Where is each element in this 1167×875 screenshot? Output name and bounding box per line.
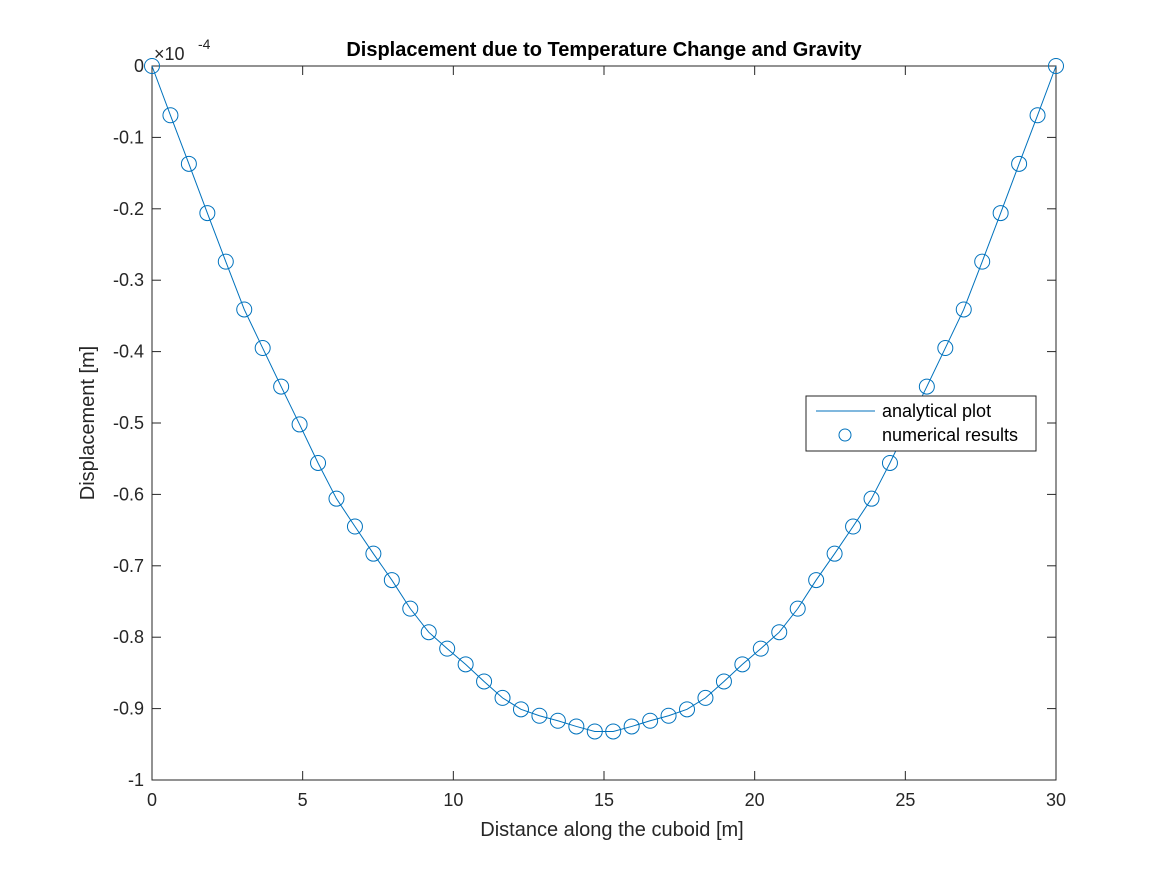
x-tick-label: 5 <box>298 790 308 810</box>
numerical-point <box>826 545 843 562</box>
numerical-point <box>715 673 732 690</box>
numerical-point <box>918 378 935 395</box>
numerical-point <box>439 640 456 657</box>
numerical-point <box>162 107 179 124</box>
y-tick-label: -0.1 <box>113 127 144 147</box>
x-tick-label: 0 <box>147 790 157 810</box>
numerical-point <box>531 707 548 724</box>
numerical-point <box>365 545 382 562</box>
numerical-point <box>974 253 991 270</box>
numerical-point <box>383 572 400 589</box>
x-tick-label: 10 <box>443 790 463 810</box>
numerical-point <box>549 712 566 729</box>
numerical-point <box>992 205 1009 222</box>
numerical-point <box>771 624 788 641</box>
y-tick-label: -0.8 <box>113 627 144 647</box>
numerical-point <box>568 718 585 735</box>
numerical-point <box>586 723 603 740</box>
y-tick-label: 0 <box>134 56 144 76</box>
numerical-point <box>328 490 345 507</box>
y-tick-label: -0.3 <box>113 270 144 290</box>
numerical-point <box>494 689 511 706</box>
numerical-point <box>881 454 898 471</box>
numerical-point <box>199 205 216 222</box>
numerical-point <box>1011 155 1028 172</box>
y-tick-label: -0.7 <box>113 556 144 576</box>
numerical-point <box>254 340 271 357</box>
tick-labels: 0 5 10 15 20 25 30 0 -0.1 -0.2 -0.3 -0.4 -0.5 -0.6 -0.… <box>113 56 1066 810</box>
numerical-point <box>236 301 253 318</box>
numerical-point <box>937 340 954 357</box>
numerical-point <box>679 701 696 718</box>
x-axis-label: Distance along the cuboid [m] <box>480 819 744 841</box>
x-tick-label: 25 <box>895 790 915 810</box>
x-tick-label: 15 <box>594 790 614 810</box>
y-exponent: ×10 -4 <box>154 36 211 64</box>
legend-label-analytical: analytical plot <box>882 401 991 421</box>
y-axis-label: Displacement [m] <box>77 346 99 501</box>
legend-box <box>805 395 1037 452</box>
numerical-point <box>605 723 622 740</box>
numerical-point <box>955 301 972 318</box>
y-tick-label: -0.9 <box>113 699 144 719</box>
numerical-point <box>1048 58 1064 74</box>
y-tick-label: -0.2 <box>113 199 144 219</box>
y-tick-label: -0.5 <box>113 413 144 433</box>
y-tick-label: -0.4 <box>113 342 144 362</box>
numerical-point <box>310 454 327 471</box>
x-tick-label: 30 <box>1046 790 1066 810</box>
numerical-point <box>217 253 234 270</box>
numerical-point <box>457 656 474 673</box>
y-tick-label: -0.6 <box>113 484 144 504</box>
numerical-point <box>180 155 197 172</box>
numerical-point <box>734 656 751 673</box>
numerical-point <box>845 518 862 535</box>
numerical-point <box>660 707 677 724</box>
numerical-point <box>863 490 880 507</box>
numerical-point <box>512 701 529 718</box>
x-tick-label: 20 <box>745 790 765 810</box>
y-tick-label: -1 <box>128 770 144 790</box>
numerical-point <box>346 518 363 535</box>
axis-ticks <box>151 65 1057 781</box>
numerical-point <box>1029 107 1046 124</box>
legend-label-numerical: numerical results <box>882 425 1018 445</box>
numerical-point <box>476 673 493 690</box>
numerical-point <box>420 624 437 641</box>
y-exponent-power: -4 <box>198 36 211 52</box>
y-exponent-base: ×10 <box>154 44 185 64</box>
numerical-point <box>144 58 160 74</box>
numerical-point <box>808 572 825 589</box>
numerical-point <box>697 689 714 706</box>
numerical-point <box>291 416 308 433</box>
numerical-point <box>273 378 290 395</box>
legend: analytical plot numerical results <box>805 395 1037 452</box>
numerical-point <box>623 718 640 735</box>
legend-marker-sample <box>838 428 852 442</box>
chart-title: Displacement due to Temperature Change a… <box>346 39 862 61</box>
numerical-point <box>752 640 769 657</box>
numerical-point <box>642 712 659 729</box>
numerical-point <box>402 600 419 617</box>
numerical-point <box>789 600 806 617</box>
